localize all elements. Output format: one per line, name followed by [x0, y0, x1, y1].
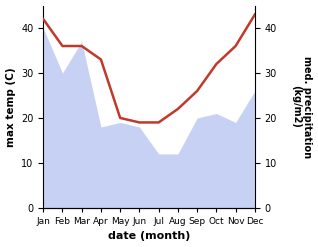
X-axis label: date (month): date (month) [108, 231, 190, 242]
Y-axis label: max temp (C): max temp (C) [5, 67, 16, 146]
Y-axis label: med. precipitation
(kg/m2): med. precipitation (kg/m2) [291, 56, 313, 158]
